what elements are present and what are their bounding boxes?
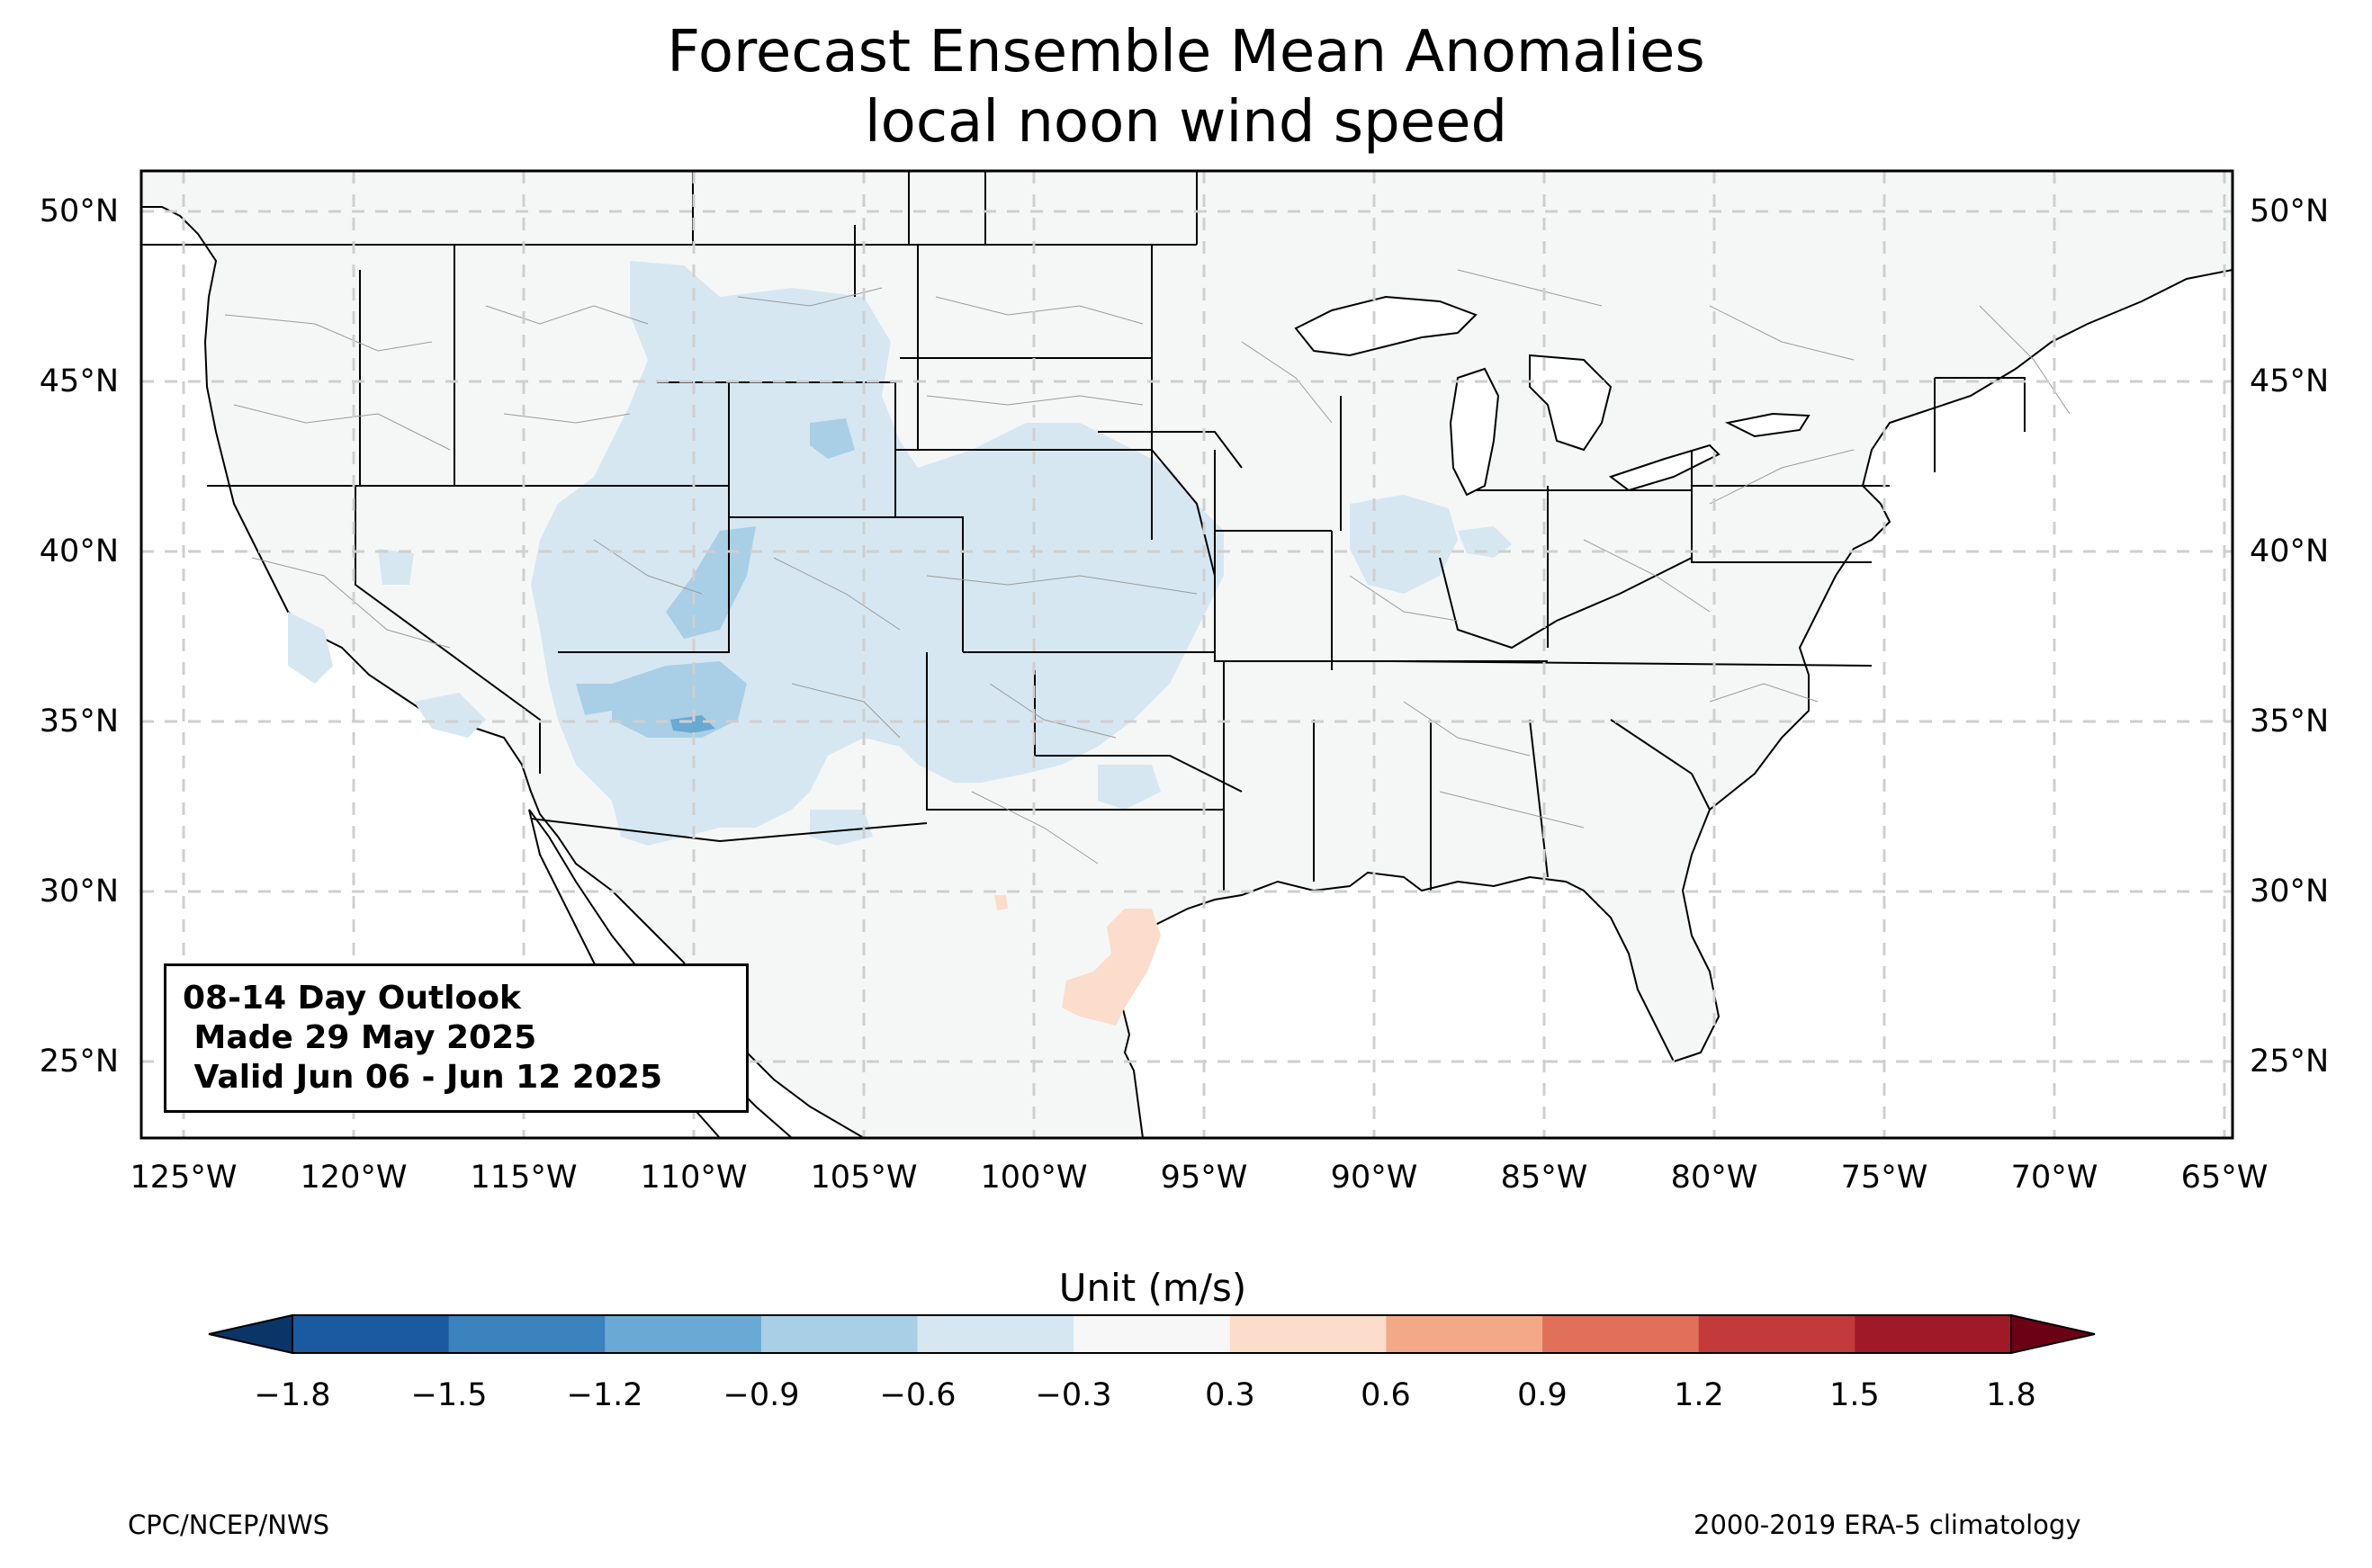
- lat-label: 30°N: [40, 874, 119, 909]
- lon-label: 115°W: [471, 1160, 578, 1196]
- colorbar-segment: [760, 1315, 919, 1353]
- colorbar-tick: −0.3: [1036, 1377, 1112, 1413]
- lon-labels: 125°W 120°W 115°W 110°W 105°W 100°W 95°W…: [130, 1160, 2269, 1196]
- colorbar-tick: 1.8: [1986, 1377, 2036, 1413]
- colorbar-tick: 0.9: [1517, 1377, 1568, 1413]
- colorbar-segment: [1855, 1315, 2012, 1353]
- lon-label: 75°W: [1841, 1160, 1928, 1196]
- lon-label: 125°W: [130, 1160, 238, 1196]
- footer-climatology: 2000-2019 ERA-5 climatology: [1694, 1510, 2081, 1540]
- lat-label: 45°N: [40, 363, 119, 399]
- colorbar-tick: 0.6: [1361, 1377, 1411, 1413]
- lake-superior: [1294, 295, 1478, 357]
- lon-label: 105°W: [811, 1160, 918, 1196]
- lon-label: 65°W: [2181, 1160, 2269, 1196]
- lat-label: 45°N: [2250, 363, 2329, 399]
- colorbar-segment: [1542, 1315, 1700, 1353]
- anomaly-mid-blue: [670, 715, 715, 733]
- lon-label: 110°W: [641, 1160, 748, 1196]
- colorbar: −1.8 −1.5 −1.2 −0.9 −0.6 −0.3 0.3 0.6 0.…: [208, 1313, 2096, 1413]
- lon-label: 80°W: [1671, 1160, 1758, 1196]
- lat-label: 35°N: [40, 703, 119, 739]
- lat-label: 40°N: [2250, 533, 2329, 569]
- colorbar-segment: [1698, 1315, 1855, 1353]
- lake-michigan: [1449, 367, 1500, 497]
- lon-label: 70°W: [2011, 1160, 2098, 1196]
- lat-label: 50°N: [2250, 193, 2329, 229]
- outlook-line-2: Made 29 May 2025: [183, 1019, 537, 1056]
- lat-label: 25°N: [2250, 1044, 2329, 1080]
- lon-label: 90°W: [1331, 1160, 1418, 1196]
- colorbar-tick: −1.2: [567, 1377, 643, 1413]
- colorbar-segments: [292, 1315, 2012, 1353]
- lon-label: 95°W: [1161, 1160, 1248, 1196]
- colorbar-segment: [292, 1315, 450, 1353]
- colorbar-outline: [292, 1314, 2012, 1354]
- chart-title: Forecast Ensemble Mean Anomalies: [667, 19, 1705, 85]
- colorbar-tick: 1.5: [1829, 1377, 1880, 1413]
- colorbar-tick: 0.3: [1205, 1377, 1255, 1413]
- state-boundaries: [141, 171, 2026, 891]
- colorbar-tick: 1.2: [1674, 1377, 1724, 1413]
- colorbar-segment: [1074, 1315, 1231, 1353]
- colorbar-segment: [1229, 1315, 1387, 1353]
- gulf-of-california: [528, 809, 794, 1138]
- lat-label: 40°N: [40, 533, 119, 569]
- lon-label: 85°W: [1501, 1160, 1588, 1196]
- lon-label: 100°W: [981, 1160, 1088, 1196]
- colorbar-tick: −1.8: [255, 1377, 331, 1413]
- colorbar-segment: [605, 1315, 762, 1353]
- colorbar-segment: [448, 1315, 606, 1353]
- colorbar-tick: −0.6: [880, 1377, 957, 1413]
- colorbar-under-arrow: [208, 1313, 293, 1355]
- lake-huron: [1529, 354, 1613, 452]
- lat-labels-right: 50°N 45°N 40°N 35°N 30°N 25°N: [2250, 193, 2329, 1080]
- anomaly-blue: [576, 418, 855, 738]
- colorbar-ticks: −1.8 −1.5 −1.2 −0.9 −0.6 −0.3 0.3 0.6 0.…: [255, 1377, 2036, 1413]
- lake-ontario: [1724, 412, 1810, 438]
- colorbar-over-arrow: [2010, 1313, 2096, 1355]
- division-lines: [224, 269, 2071, 865]
- anomaly-peach: [994, 895, 1161, 1026]
- lat-label: 25°N: [40, 1044, 119, 1080]
- colorbar-tick: −0.9: [723, 1377, 800, 1413]
- outlook-line-1: 08-14 Day Outlook: [183, 980, 521, 1017]
- colorbar-segment: [1386, 1315, 1543, 1353]
- lat-label: 30°N: [2250, 874, 2329, 909]
- colorbar-tick: −1.5: [411, 1377, 488, 1413]
- lat-label: 35°N: [2250, 703, 2329, 739]
- outlook-info-box: 08-14 Day Outlook Made 29 May 2025 Valid…: [164, 963, 749, 1113]
- outlook-line-3: Valid Jun 06 - Jun 12 2025: [183, 1059, 663, 1096]
- lat-label: 50°N: [40, 193, 119, 229]
- lat-labels-left: 50°N 45°N 40°N 35°N 30°N 25°N: [40, 193, 119, 1080]
- colorbar-label: Unit (m/s): [1058, 1266, 1247, 1310]
- map-area: [141, 171, 2233, 1138]
- footer-credit: CPC/NCEP/NWS: [128, 1510, 330, 1540]
- colorbar-segment: [917, 1315, 1074, 1353]
- lon-label: 120°W: [301, 1160, 408, 1196]
- chart-subtitle: local noon wind speed: [864, 89, 1508, 156]
- map-frame: [139, 169, 2234, 1140]
